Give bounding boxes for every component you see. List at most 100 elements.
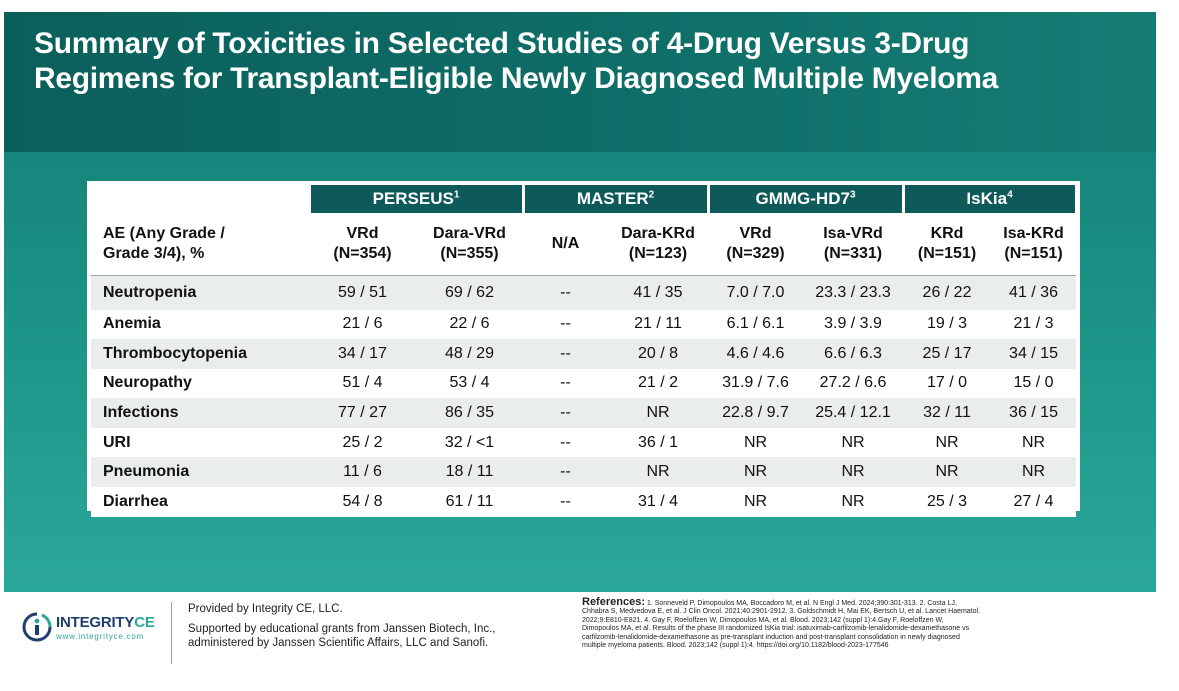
table-cell: -- <box>523 368 608 399</box>
column-header: VRd (N=329) <box>708 213 803 276</box>
table-cell: -- <box>523 398 608 428</box>
table-cell: 31.9 / 7.6 <box>708 368 803 399</box>
group-header-blank <box>91 185 309 213</box>
row-label: Diarrhea <box>91 487 309 517</box>
row-label: Neutropenia <box>91 275 309 310</box>
table-cell: NR <box>608 457 708 488</box>
column-header: N/A <box>523 213 608 276</box>
table-cell: 86 / 35 <box>416 398 523 428</box>
table-cell: 19 / 3 <box>903 309 992 340</box>
row-label: Pneumonia <box>91 457 309 488</box>
table-cell: NR <box>608 398 708 428</box>
supported-by-text: Supported by educational grants from Jan… <box>188 623 496 649</box>
column-header-row: AE (Any Grade / Grade 3/4), % VRd (N=354) … <box>91 213 1077 276</box>
table-cell: 7.0 / 7.0 <box>708 275 803 310</box>
table-cell: 27 / 4 <box>991 487 1077 517</box>
table-cell: 54 / 8 <box>309 487 416 517</box>
table-cell: 27.2 / 6.6 <box>803 368 904 399</box>
table-cell: 25.4 / 12.1 <box>803 398 904 428</box>
table-cell: 21 / 3 <box>991 309 1077 340</box>
column-header: Dara-KRd (N=123) <box>608 213 708 276</box>
table-cell: 69 / 62 <box>416 275 523 310</box>
group-header-iskia: IsKia4 <box>901 185 1078 213</box>
table-cell: 36 / 15 <box>991 398 1077 428</box>
table-row: Neutropenia 59 / 51 69 / 62 -- 41 / 35 7.0 / … <box>91 275 1077 310</box>
slide-title: Summary of Toxicities in Selected Studie… <box>34 27 999 95</box>
table-cell: 61 / 11 <box>416 487 523 517</box>
row-label: Neuropathy <box>91 368 309 399</box>
table-cell: 22 / 6 <box>416 309 523 340</box>
table-cell: 41 / 35 <box>608 275 708 310</box>
table-cell: 4.6 / 4.6 <box>708 339 803 369</box>
table-cell: 31 / 4 <box>608 487 708 517</box>
table-cell: 17 / 0 <box>903 368 992 399</box>
table-cell: NR <box>903 427 992 458</box>
table-row: Anemia 21 / 6 22 / 6 -- 21 / 11 6.1 / 6.1 3.9 … <box>91 309 1077 340</box>
table-cell: NR <box>803 487 904 517</box>
table-cell: -- <box>523 309 608 340</box>
provided-by-block: Provided by Integrity CE, LLC. Supported… <box>188 602 548 650</box>
table-cell: -- <box>523 275 608 310</box>
row-label: Infections <box>91 398 309 428</box>
column-header: Isa-KRd (N=151) <box>991 213 1077 276</box>
table-cell: NR <box>803 457 904 488</box>
footer: INTEGRITYCE www.integrityce.com Provided… <box>0 592 1179 691</box>
table-cell: 51 / 4 <box>309 368 416 399</box>
table-cell: 53 / 4 <box>416 368 523 399</box>
table-cell: 11 / 6 <box>309 457 416 488</box>
references-label: References: <box>582 596 645 608</box>
table-cell: 25 / 3 <box>903 487 992 517</box>
table-cell: 21 / 11 <box>608 309 708 340</box>
title-band <box>4 12 1156 152</box>
table-cell: 25 / 2 <box>309 427 416 458</box>
table-cell: NR <box>708 457 803 488</box>
table-row: Thrombocytopenia 34 / 17 48 / 29 -- 20 / 8 4.… <box>91 339 1077 369</box>
table-cell: NR <box>708 487 803 517</box>
slide: Summary of Toxicities in Selected Studie… <box>4 12 1156 592</box>
table-cell: 22.8 / 9.7 <box>708 398 803 428</box>
table-cell: 41 / 36 <box>991 275 1077 310</box>
logo-wordmark: INTEGRITYCE <box>56 614 155 631</box>
table-body: Neutropenia 59 / 51 69 / 62 -- 41 / 35 7.0 / … <box>91 275 1077 517</box>
table-cell: 26 / 22 <box>903 275 992 310</box>
table-cell: 34 / 17 <box>309 339 416 369</box>
table-cell: 34 / 15 <box>991 339 1077 369</box>
table-cell: 21 / 6 <box>309 309 416 340</box>
table-row: URI 25 / 2 32 / <1 -- 36 / 1 NR NR NR NR <box>91 427 1077 458</box>
group-header-master: MASTER2 <box>521 185 710 213</box>
provided-by-text: Provided by Integrity CE, LLC. <box>188 603 343 615</box>
row-label: Anemia <box>91 309 309 340</box>
table-cell: 6.1 / 6.1 <box>708 309 803 340</box>
row-label: Thrombocytopenia <box>91 339 309 369</box>
table-cell: 6.6 / 6.3 <box>803 339 904 369</box>
table-cell: NR <box>903 457 992 488</box>
table-cell: 77 / 27 <box>309 398 416 428</box>
toxicity-table: PERSEUS1 MASTER2 GMMG-HD73 IsKia4 AE (An… <box>91 185 1078 517</box>
references-block: References: 1. Sonneveld P, Dimopoulos M… <box>582 596 982 650</box>
table-cell: 25 / 17 <box>903 339 992 369</box>
table-cell: NR <box>803 427 904 458</box>
references-text: 1. Sonneveld P, Dimopoulos MA, Boccadoro… <box>582 600 981 650</box>
table-cell: 32 / <1 <box>416 427 523 458</box>
ae-column-header: AE (Any Grade / Grade 3/4), % <box>91 213 309 276</box>
column-header: VRd (N=354) <box>309 213 416 276</box>
table-cell: 48 / 29 <box>416 339 523 369</box>
footer-divider <box>171 602 172 664</box>
table-cell: NR <box>708 427 803 458</box>
table-cell: 21 / 2 <box>608 368 708 399</box>
table-row: Infections 77 / 27 86 / 35 -- NR 22.8 / 9.7 25… <box>91 398 1077 428</box>
table-cell: -- <box>523 487 608 517</box>
table-cell: -- <box>523 339 608 369</box>
column-header: KRd (N=151) <box>903 213 992 276</box>
table-cell: 36 / 1 <box>608 427 708 458</box>
integrity-logo-mark-icon <box>22 612 52 642</box>
row-label: URI <box>91 427 309 458</box>
table-cell: NR <box>991 457 1077 488</box>
table-cell: 20 / 8 <box>608 339 708 369</box>
table-cell: 3.9 / 3.9 <box>803 309 904 340</box>
table-cell: NR <box>991 427 1077 458</box>
table-cell: 15 / 0 <box>991 368 1077 399</box>
table-cell: 59 / 51 <box>309 275 416 310</box>
group-header-gmmg-hd7: GMMG-HD73 <box>706 185 905 213</box>
